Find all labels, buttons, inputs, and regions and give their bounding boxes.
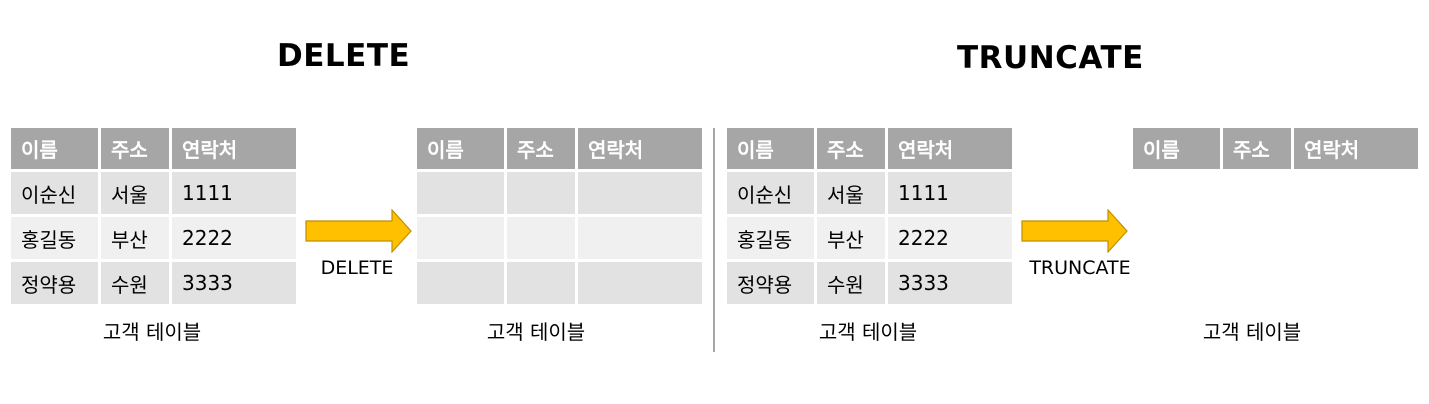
header-contact: 연락처: [172, 128, 296, 169]
cell-name: 정약용: [11, 262, 98, 304]
header-address: 주소: [101, 128, 169, 169]
cell-address: [507, 262, 575, 304]
table-row: 정약용 수원 3333: [727, 262, 1012, 304]
header-contact: 연락처: [888, 128, 1012, 169]
header-contact: 연락처: [578, 128, 702, 169]
cell-name: 이순신: [727, 172, 814, 214]
table-row: 이순신 서울 1111: [727, 172, 1012, 214]
cell-address: 서울: [817, 172, 885, 214]
truncate-after-caption: 고객 테이블: [1202, 320, 1302, 344]
cell-address: 수원: [101, 262, 169, 304]
truncate-arrow-icon: [1021, 209, 1128, 253]
cell-name: [417, 262, 504, 304]
table-row: 홍길동 부산 2222: [727, 217, 1012, 259]
table-header-row: 이름 주소 연락처: [727, 128, 1012, 169]
header-name: 이름: [1133, 128, 1220, 169]
cell-contact: [578, 172, 702, 214]
cell-contact: 2222: [172, 217, 296, 259]
table-row: [417, 262, 702, 304]
delete-after-table: 이름 주소 연락처: [414, 125, 705, 307]
cell-name: [417, 217, 504, 259]
cell-address: [507, 172, 575, 214]
delete-arrow-icon: [305, 209, 412, 253]
table-row: [417, 172, 702, 214]
truncate-arrow-label: TRUNCATE: [1029, 257, 1131, 279]
truncate-after-table: 이름 주소 연락처: [1130, 125, 1421, 172]
header-address: 주소: [817, 128, 885, 169]
header-address: 주소: [507, 128, 575, 169]
header-address: 주소: [1223, 128, 1291, 169]
cell-name: 홍길동: [727, 217, 814, 259]
cell-name: [417, 172, 504, 214]
cell-contact: 1111: [172, 172, 296, 214]
cell-contact: [578, 217, 702, 259]
delete-arrow-label: DELETE: [320, 257, 394, 279]
truncate-title: TRUNCATE: [957, 40, 1144, 76]
cell-address: 서울: [101, 172, 169, 214]
section-divider: [713, 128, 715, 352]
header-contact: 연락처: [1294, 128, 1418, 169]
cell-name: 이순신: [11, 172, 98, 214]
cell-address: 수원: [817, 262, 885, 304]
table-row: 정약용 수원 3333: [11, 262, 296, 304]
truncate-before-caption: 고객 테이블: [818, 320, 918, 344]
cell-contact: 3333: [888, 262, 1012, 304]
cell-name: 홍길동: [11, 217, 98, 259]
header-name: 이름: [417, 128, 504, 169]
table-row: 이순신 서울 1111: [11, 172, 296, 214]
delete-before-caption: 고객 테이블: [102, 320, 202, 344]
table-header-row: 이름 주소 연락처: [11, 128, 296, 169]
cell-address: [507, 217, 575, 259]
delete-title: DELETE: [277, 38, 411, 74]
cell-contact: [578, 262, 702, 304]
cell-name: 정약용: [727, 262, 814, 304]
header-name: 이름: [727, 128, 814, 169]
table-header-row: 이름 주소 연락처: [1133, 128, 1418, 169]
cell-contact: 1111: [888, 172, 1012, 214]
cell-address: 부산: [817, 217, 885, 259]
cell-contact: 3333: [172, 262, 296, 304]
delete-after-caption: 고객 테이블: [486, 320, 586, 344]
truncate-before-table: 이름 주소 연락처 이순신 서울 1111 홍길동 부산 2222 정약용 수원…: [724, 125, 1015, 307]
table-row: 홍길동 부산 2222: [11, 217, 296, 259]
header-name: 이름: [11, 128, 98, 169]
cell-contact: 2222: [888, 217, 1012, 259]
table-row: [417, 217, 702, 259]
cell-address: 부산: [101, 217, 169, 259]
delete-before-table: 이름 주소 연락처 이순신 서울 1111 홍길동 부산 2222 정약용 수원…: [8, 125, 299, 307]
table-header-row: 이름 주소 연락처: [417, 128, 702, 169]
